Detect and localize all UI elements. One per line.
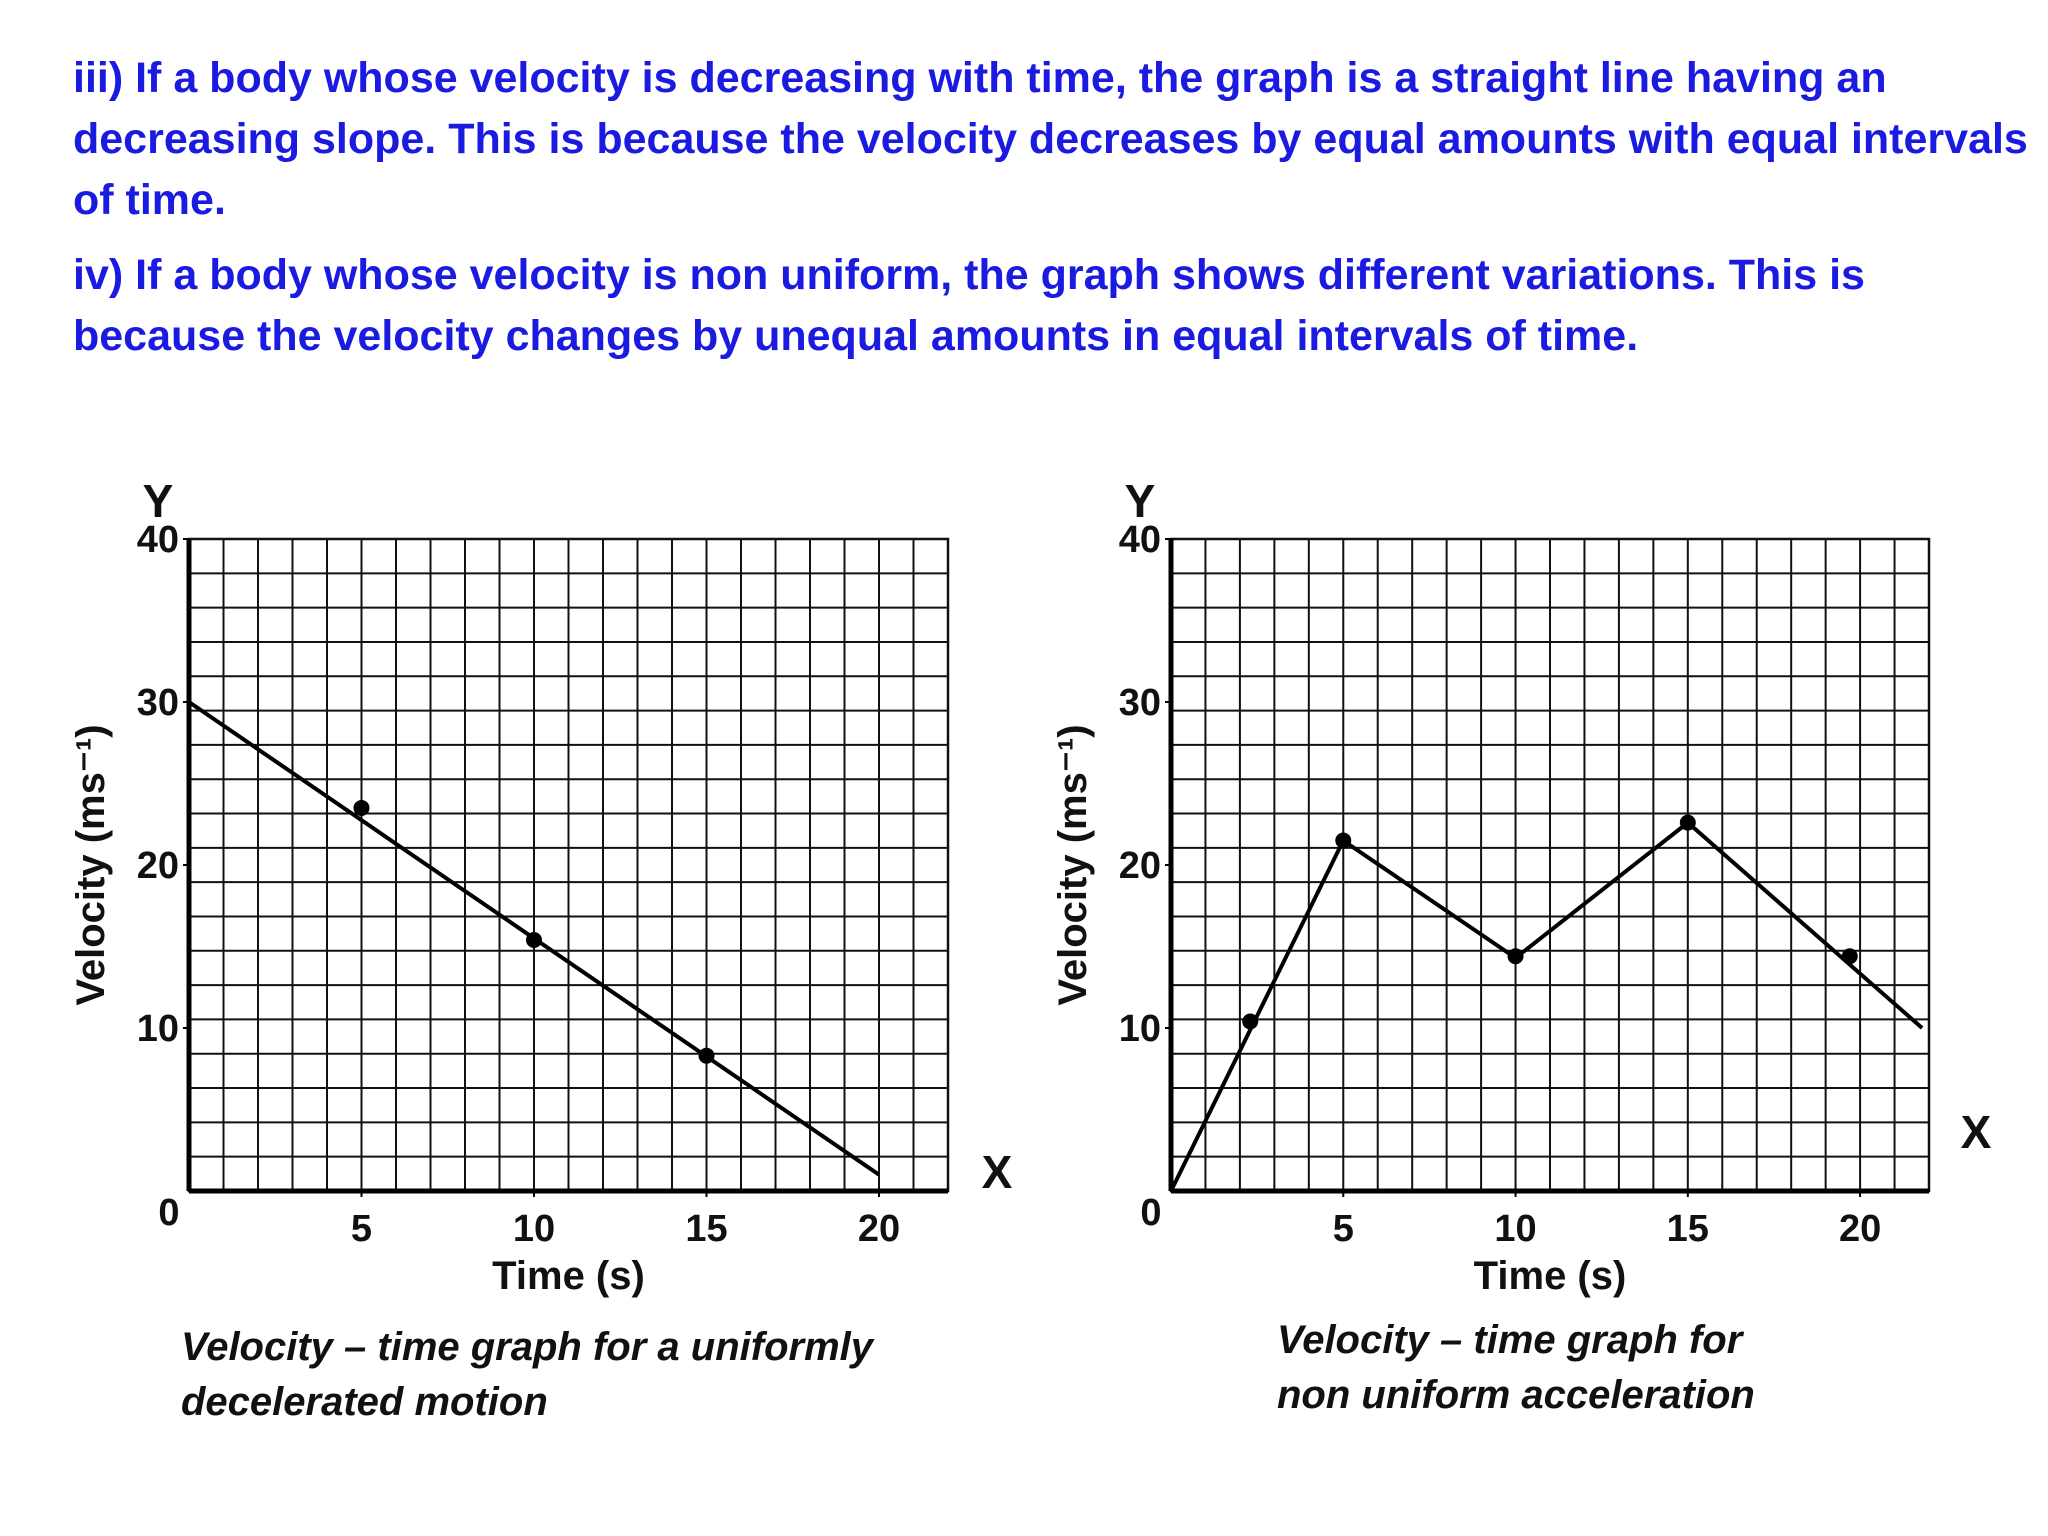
caption: Velocity – time graph for a uniformly: [181, 1325, 875, 1369]
data-point: [1507, 948, 1524, 965]
origin-label: 0: [158, 1192, 179, 1234]
y-tick-label: 40: [137, 519, 179, 561]
y-axis-title: Velocity (ms⁻¹): [1051, 724, 1095, 1005]
y-tick-label: 30: [137, 682, 179, 724]
y-tick-label: 10: [137, 1008, 179, 1050]
x-tick-label: 10: [1494, 1208, 1536, 1250]
y-tick-label: 20: [1119, 845, 1161, 887]
caption: Velocity – time graph for: [1277, 1318, 1745, 1362]
x-tick-label: 5: [1333, 1208, 1354, 1250]
y-axis-letter: Y: [143, 475, 174, 527]
x-axis-title: Time (s): [1474, 1254, 1627, 1298]
y-tick-label: 30: [1119, 682, 1161, 724]
x-axis-letter: X: [1961, 1106, 1992, 1158]
paragraph: iv) If a body whose velocity is non unif…: [73, 251, 1865, 360]
x-axis-title: Time (s): [492, 1254, 645, 1298]
x-tick-label: 20: [1839, 1208, 1881, 1250]
paragraph: iii) If a body whose velocity is decreas…: [73, 54, 2028, 224]
caption: decelerated motion: [181, 1380, 548, 1424]
y-axis-title: Velocity (ms⁻¹): [69, 724, 113, 1005]
data-point: [1335, 832, 1352, 849]
y-tick-label: 10: [1119, 1008, 1161, 1050]
x-tick-label: 15: [1667, 1208, 1709, 1250]
caption: non uniform acceleration: [1277, 1373, 1755, 1417]
x-tick-label: 10: [513, 1208, 555, 1250]
data-point: [1242, 1013, 1259, 1030]
x-tick-label: 5: [351, 1208, 372, 1250]
data-point: [353, 799, 370, 816]
x-axis-letter: X: [982, 1146, 1013, 1198]
y-axis-letter: Y: [1125, 475, 1156, 527]
x-tick-label: 15: [685, 1208, 727, 1250]
origin-label: 0: [1140, 1192, 1161, 1234]
data-line: [1169, 820, 1924, 1192]
data-point: [1679, 814, 1696, 831]
y-tick-label: 20: [137, 845, 179, 887]
text-block: iii) If a body whose velocity is decreas…: [73, 48, 2033, 381]
data-point: [698, 1047, 715, 1064]
data-point: [1841, 948, 1858, 965]
y-tick-label: 40: [1119, 519, 1161, 561]
data-point: [526, 931, 542, 948]
x-tick-label: 20: [858, 1208, 900, 1250]
